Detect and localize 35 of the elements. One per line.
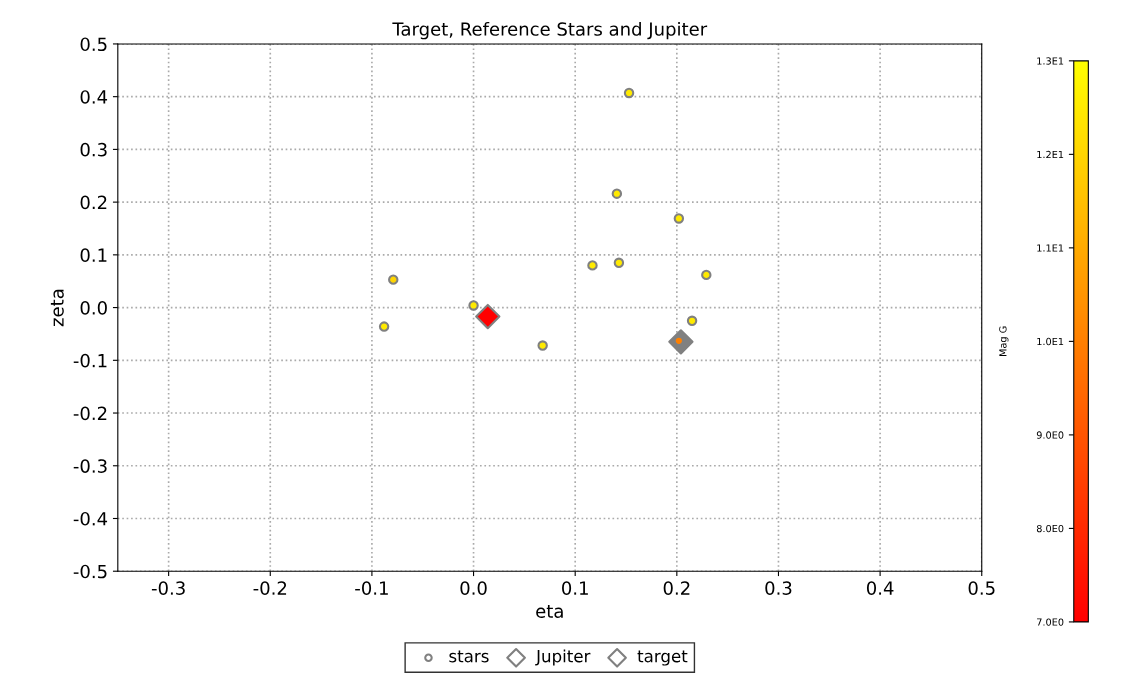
x-tick-label: 0.4: [866, 581, 894, 595]
x-tick-label: 0.5: [968, 581, 995, 595]
y-tick-label: -0.5: [73, 564, 107, 579]
color-bar-label: 8.0E0: [1036, 524, 1064, 533]
color-bar-label: 9.0E0: [1036, 431, 1064, 439]
y-tick-label: -0.2: [73, 406, 107, 421]
color-bar-label: 1.1E1: [1037, 244, 1064, 252]
legend-label: target: [637, 650, 688, 666]
y-tick-label: 0.0: [80, 301, 107, 315]
y-tick-label: 0.1: [80, 248, 107, 262]
x-axis-title: eta: [536, 605, 563, 618]
x-tick-label: -0.2: [253, 581, 287, 595]
color-bar-label: 1.2E1: [1037, 150, 1064, 159]
y-tick-label: -0.4: [73, 511, 108, 526]
y-tick-label: 0.5: [80, 37, 107, 52]
legend-label: Jupiter: [535, 649, 591, 666]
x-tick-label: -0.1: [355, 581, 388, 595]
y-tick-label: -0.3: [73, 459, 107, 473]
x-tick-label: 0.1: [562, 581, 588, 595]
point: [475, 303, 501, 330]
y-tick-label: 0.2: [80, 195, 107, 210]
chart-title: Target, Reference Stars and Jupiter: [392, 21, 708, 40]
x-tick-label: 0.2: [663, 581, 690, 595]
x-tick-label: 0.3: [765, 581, 792, 595]
y-tick-label: 0.3: [80, 142, 107, 157]
x-tick-label: 0.0: [460, 581, 487, 595]
x-tick-label: -0.3: [151, 581, 185, 595]
y-tick-label: 0.4: [80, 90, 108, 104]
y-tick-label: -0.1: [73, 353, 107, 368]
color-bar-label: 1.3E1: [1037, 57, 1064, 65]
color-bar-title: Mag G: [999, 326, 1009, 356]
y-axis-title: zeta: [50, 289, 64, 327]
color-bar-label: 7.0E0: [1037, 618, 1064, 626]
color-bar-label: 1.0E1: [1037, 337, 1064, 346]
legend-label: stars: [449, 650, 489, 663]
